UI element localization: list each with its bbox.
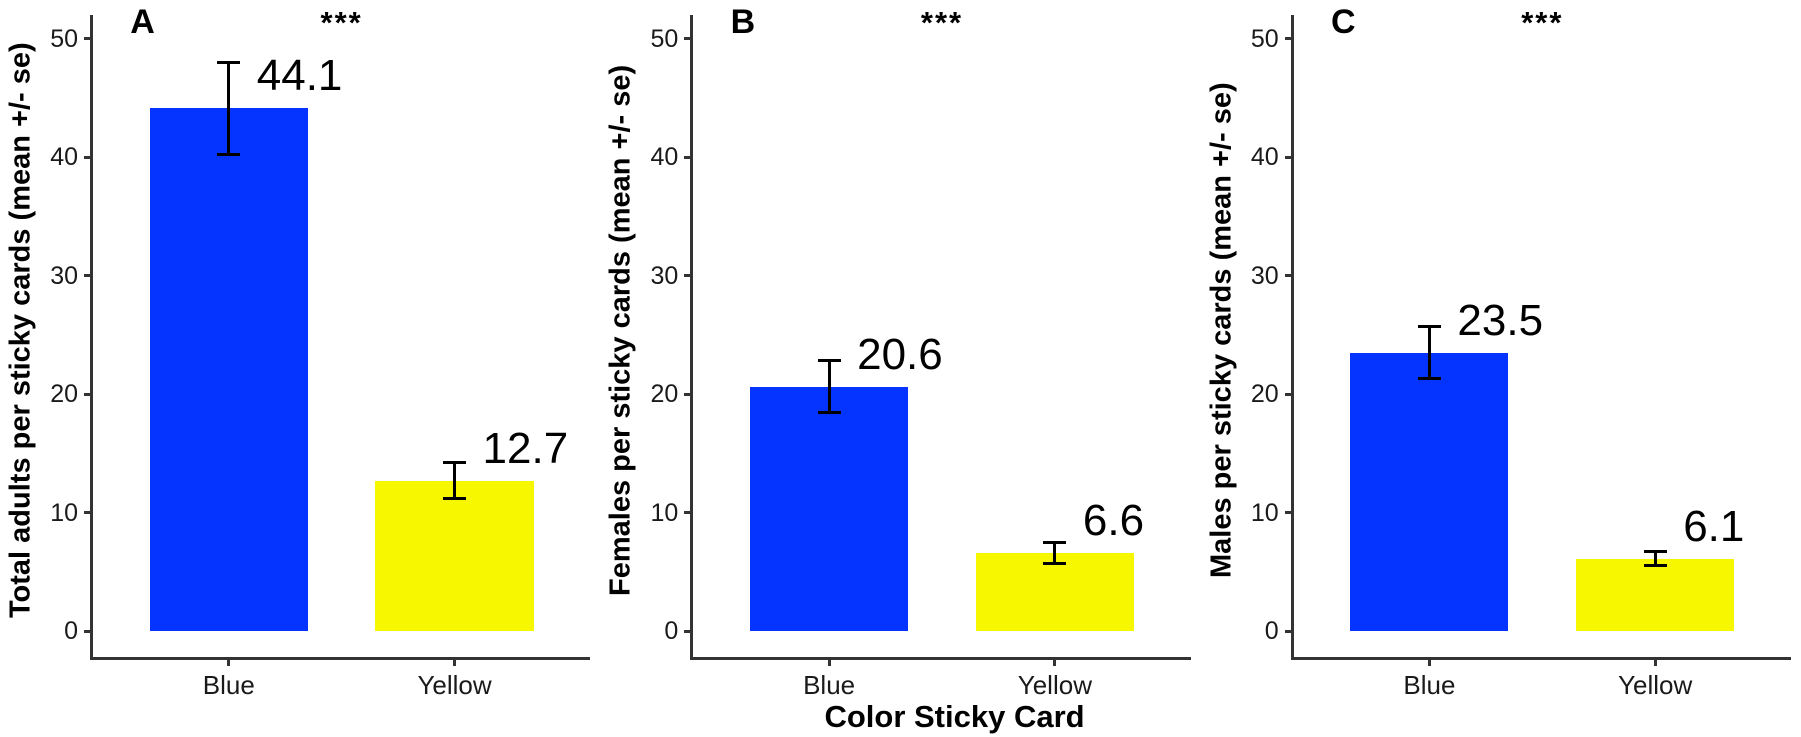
x-tick-mark (827, 657, 831, 666)
x-category-label: Blue (202, 670, 255, 700)
panel-letter-a: A (130, 3, 155, 41)
significance-stars-c: *** (1521, 5, 1564, 40)
bar-value-label: 20.6 (857, 329, 943, 379)
x-category-label: Blue (803, 670, 856, 700)
y-tick-mark (84, 511, 93, 514)
error-bar-cap (217, 153, 241, 157)
y-tick-mark (1284, 629, 1294, 633)
y-tick-mark (1284, 37, 1294, 40)
y-tick-label: 50 (650, 24, 679, 53)
panel-c: Males per sticky cards (mean +/- se) C *… (1201, 0, 1801, 700)
x-category-label: Yellow (1618, 670, 1693, 700)
x-tick-mark (453, 657, 457, 666)
panel-letter-c: C (1330, 3, 1356, 41)
y-tick-label: 0 (1264, 617, 1279, 645)
error-bar-stem (453, 462, 457, 499)
error-bar-cap (1043, 540, 1067, 544)
plot-column-b: B *** 0 10 20 30 40 50 20.6 Blue 6.6 Yellow (642, 0, 1200, 700)
panel-a: Total adults per sticky cards (mean +/- … (0, 0, 600, 700)
y-tick-label: 40 (650, 143, 679, 171)
x-tick-mark (1427, 657, 1431, 666)
error-bar-stem (1427, 326, 1431, 379)
bar-yellow (1576, 558, 1735, 631)
x-tick-mark (227, 657, 231, 666)
y-tick-mark (84, 37, 93, 40)
error-bar-stem (827, 360, 831, 413)
three-panel-bar-figure: Total adults per sticky cards (mean +/- … (0, 0, 1801, 700)
y-tick-mark (1284, 274, 1294, 277)
x-category-label: Blue (1403, 670, 1456, 700)
bar-yellow (975, 552, 1134, 631)
bar-value-label: 6.6 (1082, 495, 1145, 545)
y-tick-mark (84, 629, 93, 633)
bar-value-label: 44.1 (256, 51, 343, 101)
y-tick-label: 30 (650, 261, 679, 290)
x-tick-mark (1053, 657, 1057, 666)
error-bar-cap (1043, 561, 1067, 565)
x-category-label: Yellow (1017, 670, 1092, 700)
y-tick-label: 20 (50, 380, 78, 408)
y-tick-mark (684, 392, 694, 396)
y-axis-label-a: Total adults per sticky cards (mean +/- … (4, 42, 37, 618)
plot-area-b: B *** 0 10 20 30 40 50 20.6 Blue 6.6 Yellow (651, 3, 1191, 700)
y-tick-label: 40 (1250, 143, 1279, 171)
significance-stars-a: *** (320, 5, 363, 40)
error-bar-cap (817, 359, 841, 363)
y-tick-label: 10 (50, 498, 78, 527)
y-tick-mark (684, 274, 694, 277)
panel-b: Females per sticky cards (mean +/- se) B… (600, 0, 1200, 700)
bar-blue (750, 386, 909, 631)
y-tick-mark (684, 37, 694, 40)
error-bar-cap (1417, 324, 1441, 328)
bar-value-label: 6.1 (1683, 501, 1745, 551)
y-tick-label: 50 (50, 24, 78, 53)
x-category-label: Yellow (417, 670, 492, 700)
bar-yellow (375, 480, 534, 631)
plot-column-a: A *** 0 10 20 30 40 50 44.1 Blue 12.7 Yellow (42, 0, 600, 700)
y-tick-label: 30 (50, 261, 78, 290)
y-tick-mark (684, 629, 694, 633)
bar-blue (1350, 352, 1509, 631)
plot-column-c: C *** 0 10 20 30 40 50 23.5 Blue 6.1 Yellow (1243, 0, 1801, 700)
y-tick-label: 20 (1250, 380, 1279, 408)
error-bar-cap (217, 60, 241, 64)
bar-value-label: 23.5 (1457, 295, 1544, 345)
y-tick-label: 20 (650, 380, 679, 408)
y-tick-mark (1284, 392, 1294, 396)
error-bar-cap (1643, 564, 1667, 568)
error-bar-stem (1653, 551, 1657, 566)
y-tick-label: 0 (664, 617, 679, 645)
y-tick-mark (684, 511, 694, 514)
y-tick-mark (84, 274, 93, 277)
y-tick-mark (84, 392, 93, 396)
significance-stars-b: *** (920, 5, 964, 40)
x-axis-label: Color Sticky Card (824, 699, 1085, 734)
plot-area-a: A *** 0 10 20 30 40 50 44.1 Blue 12.7 Yellow (50, 3, 591, 700)
error-bar-cap (817, 411, 841, 415)
y-tick-mark (84, 155, 93, 159)
y-axis-label-b: Females per sticky cards (mean +/- se) (604, 64, 637, 596)
bar-value-label: 12.7 (482, 423, 569, 473)
error-bar-cap (443, 496, 467, 500)
error-bar-stem (227, 62, 231, 155)
y-tick-label: 10 (1250, 498, 1279, 527)
bar-blue (149, 108, 308, 631)
y-tick-label: 0 (64, 617, 78, 645)
y-tick-label: 10 (650, 498, 679, 527)
y-tick-mark (684, 155, 694, 159)
panel-letter-b: B (730, 3, 756, 41)
y-tick-mark (1284, 511, 1294, 514)
y-tick-mark (1284, 155, 1294, 159)
y-tick-label: 50 (1250, 24, 1279, 53)
y-tick-label: 40 (50, 143, 78, 171)
error-bar-cap (1417, 377, 1441, 381)
error-bar-stem (1053, 542, 1057, 564)
y-tick-label: 30 (1250, 261, 1279, 290)
error-bar-cap (443, 461, 467, 465)
plot-area-c: C *** 0 10 20 30 40 50 23.5 Blue 6.1 Yellow (1251, 3, 1791, 700)
y-axis-label-c: Males per sticky cards (mean +/- se) (1205, 82, 1238, 578)
x-tick-mark (1653, 657, 1657, 666)
error-bar-cap (1643, 550, 1667, 554)
